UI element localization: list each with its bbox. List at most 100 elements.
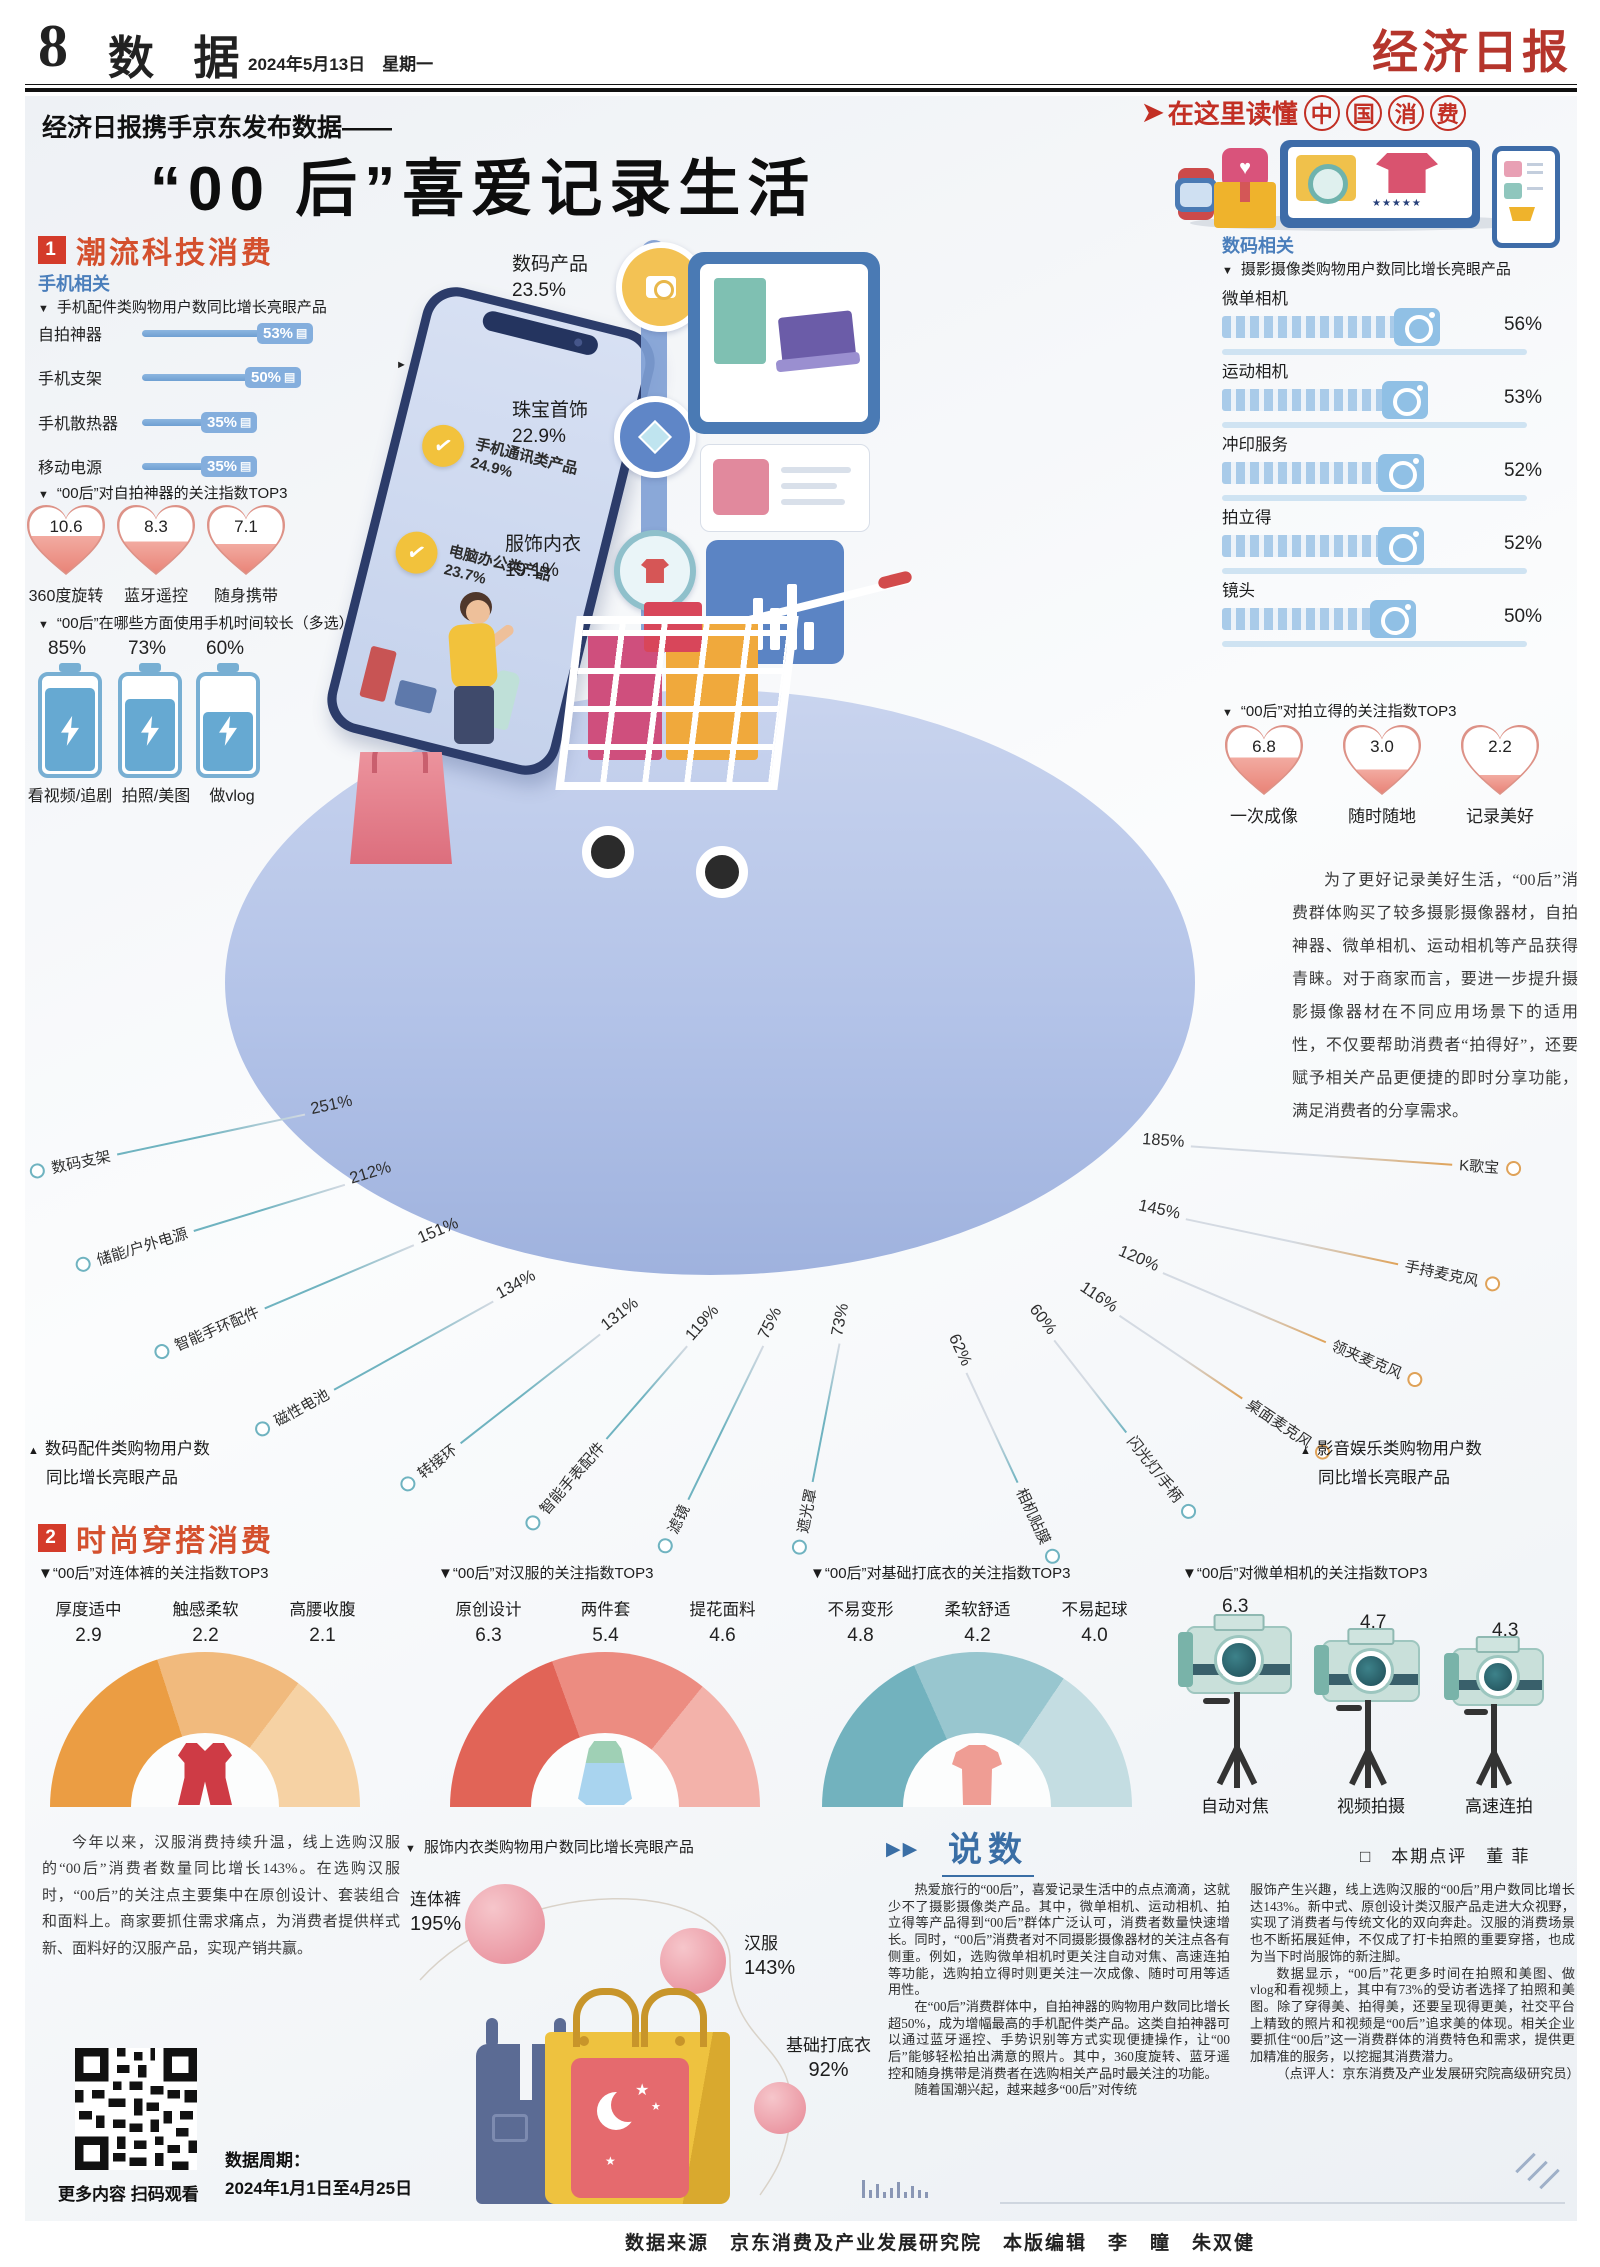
digital-bar-label: 拍立得 xyxy=(1222,509,1272,527)
digital-bar-value: 56% xyxy=(1503,314,1542,335)
digital-bar-value: 53% xyxy=(1503,387,1542,408)
digital-accessories-caption: ▲ 数码配件类购物用户数 同比增长亮眼产品 xyxy=(28,1440,210,1487)
digital-bars-caption: ▼ 摄影摄像类购物用户数同比增长亮眼产品 xyxy=(1222,261,1511,278)
bar-value-chip: 53% ▤ xyxy=(257,322,314,344)
article-paragraph: 随着国潮兴起，越来越多“00后”对传统 xyxy=(914,2082,1138,2098)
heart-chart: 6.8 xyxy=(1224,724,1304,796)
page-date: 2024年5月13日 星期一 xyxy=(248,50,433,75)
tripod-icon xyxy=(1458,1704,1530,1788)
tick-decoration xyxy=(862,2176,928,2198)
bar-row: 自拍神器 53% ▤ xyxy=(38,322,378,344)
data-period-value: 2024年1月1日至4月25日 xyxy=(225,2179,413,2198)
double-arrow-icon: ▶▶ xyxy=(886,1839,920,1860)
bar-label: 移动电源 xyxy=(38,460,103,477)
triangle-icon: ▼ xyxy=(38,1565,53,1582)
camera-icon xyxy=(1378,454,1424,492)
battery-value: 73% xyxy=(128,638,167,659)
shopping-illustration: ♥ ★★★★★ xyxy=(1160,140,1570,248)
slogan-char: 中 xyxy=(1303,94,1340,131)
triangle-icon: ▼ xyxy=(38,489,49,501)
digital-bar-label: 镜头 xyxy=(1222,582,1255,600)
cart-icon xyxy=(1509,207,1535,221)
audio-entertainment-caption: ▲ 影音娱乐类购物用户数 同比增长亮眼产品 xyxy=(1300,1440,1482,1487)
check-circle-icon: ✓ xyxy=(417,420,469,472)
rating-stars: ★★★★★ xyxy=(1372,198,1422,209)
gauge2-labels: 原创设计 6.3 两件套 5.4 提花面料 4.6 xyxy=(455,1601,756,1646)
triangle-icon: ▼ xyxy=(810,1565,825,1582)
mirrorless-camera-icon xyxy=(1178,1614,1292,1694)
bar-label: 自拍神器 xyxy=(38,327,103,344)
arrow-icon: ➤ xyxy=(1142,97,1164,127)
bubble xyxy=(754,2082,806,2134)
top5-item-label: 数码产品 23.5% xyxy=(512,254,589,301)
article-column-1: 热爱旅行的“00后”，喜爱记录生活中的点点滴滴，这就少不了摄影摄像类产品。其中，… xyxy=(888,1882,1230,2099)
battery-chart xyxy=(38,672,102,778)
heart-value: 8.3 xyxy=(144,517,168,536)
heart-chart: 7.1 xyxy=(206,504,286,576)
bar-value-chip: 35% ▤ xyxy=(201,455,258,477)
bubble xyxy=(465,1884,545,1964)
digital-bar-row: 拍立得 52% xyxy=(1222,504,1542,574)
tripod-icon xyxy=(1196,1692,1278,1788)
section-name: 数 据 xyxy=(108,33,254,84)
gauge1-caption: ▼“00后”对连体裤的关注指数TOP3 xyxy=(38,1565,269,1582)
jewelry-circle-icon xyxy=(614,396,696,478)
apparel-caption: ▼ 服饰内衣类购物用户数同比增长亮眼产品 xyxy=(405,1839,694,1856)
weekday-text: 星期一 xyxy=(382,55,434,74)
slogan: ➤ 在这里读懂中国消费 xyxy=(1142,94,1466,131)
battery-chart xyxy=(118,672,182,778)
header-rule-thin xyxy=(25,84,1577,85)
triangle-icon: ▼ xyxy=(438,1565,453,1582)
cart-wheel xyxy=(696,846,748,898)
camera-label: 视频拍摄 xyxy=(1337,1797,1405,1816)
bag-handle xyxy=(641,1988,707,2047)
camera-icon xyxy=(1382,381,1428,419)
slogan-prefix: 在这里读懂 xyxy=(1167,99,1298,129)
selfie-top3-caption: ▼ “00后”对自拍神器的关注指数TOP3 xyxy=(38,485,288,502)
mirrorless-camera-icon xyxy=(1444,1636,1544,1706)
usb-icon xyxy=(394,679,438,714)
top5-item-label: 服饰内衣 19.1% xyxy=(505,534,582,581)
ring-icon xyxy=(73,1254,93,1274)
page-title: “00 后”喜爱记录生活 xyxy=(150,155,817,224)
section1-title: 1 潮流科技消费 xyxy=(38,228,274,272)
shopping-bag-illustration: ★ ★ ★ xyxy=(545,1988,730,2204)
digital-bar-value: 50% xyxy=(1503,606,1542,627)
digital-bar-row: 冲印服务 52% xyxy=(1222,431,1542,501)
bubble-connector xyxy=(419,1897,792,2196)
section2-number: 2 xyxy=(38,1524,66,1552)
book-icon xyxy=(714,278,766,364)
product-card xyxy=(700,444,870,532)
cart-wheel xyxy=(582,826,634,878)
bar-label: 手机支架 xyxy=(38,371,103,388)
star-icon: ★ xyxy=(635,2082,650,2099)
triangle-icon: ▼ xyxy=(405,1843,416,1855)
slogan-char: 消 xyxy=(1387,94,1424,131)
section1-title-text: 潮流科技消费 xyxy=(76,237,274,270)
triangle-icon: ▼ xyxy=(38,303,49,315)
digital-related-label: 数码相关 xyxy=(1222,236,1294,256)
bar-track xyxy=(142,373,248,381)
battery-value: 85% xyxy=(48,638,87,659)
bar-row: 手机散热器 35% ▤ xyxy=(38,411,378,433)
digital-bar-value: 52% xyxy=(1503,533,1542,554)
ring-icon xyxy=(1483,1274,1502,1293)
bubble-label: 连体裤 195% xyxy=(410,1890,462,1935)
polaroid-top3-caption: ▼ “00后”对拍立得的关注指数TOP3 xyxy=(1222,703,1457,720)
hanfu-icon xyxy=(578,1741,632,1805)
battery-label: 拍照/美图 xyxy=(121,788,191,805)
bar-value-chip: 50% ▤ xyxy=(245,366,302,388)
battery-caption: ▼ “00后”在哪些方面使用手机时间较长（多选） xyxy=(38,615,354,632)
camera-label: 自动对焦 xyxy=(1201,1797,1269,1816)
digital-bar-label: 冲印服务 xyxy=(1222,436,1288,454)
footer-credits: 数据来源 京东消费及产业发展研究院 本版编辑 李 瞳 朱双健 xyxy=(624,2233,1255,2254)
heart-chart: 10.6 xyxy=(26,504,106,576)
heart-label: 随身携带 xyxy=(213,588,278,605)
book-icon xyxy=(359,645,397,703)
triangle-icon: ▼ xyxy=(1222,265,1233,277)
check-circle-icon: ✓ xyxy=(391,527,443,579)
article-paragraph: 数据显示，“00后”花更多时间在拍照和美图、做vlog和看视频上，其中有73%的… xyxy=(1250,1965,1575,2065)
masthead: 经济日报 xyxy=(1372,27,1572,78)
triangle-up-icon: ▲ xyxy=(28,1445,39,1457)
triangle-up-icon: ▲ xyxy=(1300,1445,1311,1457)
